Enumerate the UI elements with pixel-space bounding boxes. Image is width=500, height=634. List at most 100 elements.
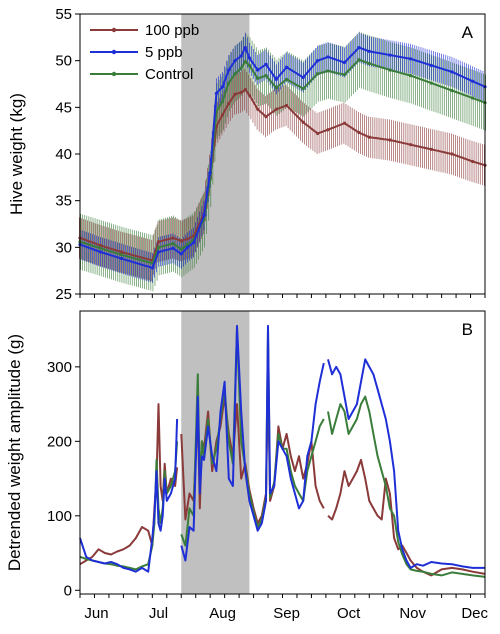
data-point [367, 135, 371, 139]
legend-marker [111, 49, 117, 55]
series-line-control [327, 395, 486, 578]
data-point [357, 130, 361, 135]
data-point [301, 75, 305, 80]
data-point [185, 237, 190, 241]
y-tick: 200 [47, 433, 80, 450]
data-point [409, 74, 413, 78]
x-tick-label: Jul [149, 605, 168, 622]
data-point [264, 74, 268, 78]
data-point [156, 250, 161, 254]
y-tick: 55 [55, 6, 80, 23]
y-tick: 30 [55, 239, 80, 256]
series-line-100-ppb [79, 88, 486, 262]
series-line-control [180, 328, 325, 547]
data-point [99, 250, 103, 254]
data-point [429, 147, 433, 151]
legend-item: 100 ppb [90, 22, 199, 39]
data-point [301, 87, 305, 91]
plot-frame-b [79, 310, 486, 595]
data-point [202, 214, 206, 218]
data-point [179, 247, 183, 251]
data-point [274, 107, 278, 111]
data-point [171, 236, 175, 240]
data-point [247, 93, 252, 97]
data-point [357, 58, 361, 62]
data-point [220, 113, 225, 117]
data-point [233, 92, 237, 96]
data-point [326, 128, 330, 132]
series-lines-a [78, 45, 487, 270]
data-point [156, 240, 161, 244]
y-tick-label: 35 [55, 193, 72, 210]
data-point [208, 171, 212, 175]
series-line-5-ppb [79, 418, 179, 573]
y-tick: 35 [55, 193, 80, 210]
x-tick-label: Jun [84, 605, 108, 622]
legend-item: 5 ppb [90, 44, 183, 61]
data-point [233, 59, 237, 63]
data-point [171, 242, 175, 246]
data-point [316, 72, 320, 76]
data-point [220, 100, 225, 104]
series-lines-b [79, 324, 486, 578]
data-point [243, 88, 247, 92]
x-axis-ticks-b: Jun Jul Aug Sep Oct Nov Dec [79, 594, 488, 622]
data-point [179, 252, 183, 256]
data-point [388, 68, 392, 72]
data-point [99, 243, 103, 248]
panel-a: 25 30 35 40 45 50 55 A Hive weight (kg) 100 pp… [7, 6, 487, 303]
data-point [239, 66, 243, 70]
legend-marker [111, 71, 117, 77]
y-tick-label: 100 [47, 508, 72, 525]
series-line-5-ppb [79, 45, 486, 270]
data-point [285, 65, 289, 69]
legend-label: Control [145, 66, 193, 83]
data-point [185, 242, 190, 247]
x-tick-label: Sep [273, 605, 300, 622]
data-point [316, 131, 320, 136]
y-tick: 300 [47, 359, 80, 376]
y-tick-label: 30 [55, 239, 72, 256]
legend-marker [111, 27, 117, 33]
legend-item: Control [90, 66, 193, 83]
data-point [264, 115, 268, 119]
data-point [150, 266, 154, 270]
legend-label: 5 ppb [145, 44, 183, 61]
data-point [429, 81, 433, 85]
data-point [326, 55, 330, 59]
data-point [220, 85, 225, 89]
series-line-100-ppb [79, 403, 179, 566]
y-tick: 0 [64, 582, 80, 599]
data-point [214, 91, 218, 95]
data-point [264, 62, 268, 66]
y-axis-ticks-b: 0 100 200 300 [47, 359, 80, 599]
y-tick-label: 45 [55, 99, 72, 116]
y-tick-label: 300 [47, 359, 72, 376]
data-point [409, 143, 413, 147]
y-tick: 50 [55, 53, 80, 70]
data-point [171, 246, 175, 250]
y-tick-label: 50 [55, 53, 72, 70]
data-point [429, 63, 433, 67]
data-point [227, 81, 231, 85]
data-point [367, 61, 371, 66]
y-axis-title-a: Hive weight (kg) [7, 93, 26, 215]
data-point [471, 79, 475, 83]
legend-label: 100 ppb [145, 22, 199, 39]
data-point [342, 121, 347, 125]
data-point [247, 56, 252, 60]
data-point [119, 253, 123, 257]
y-tick: 45 [55, 99, 80, 116]
y-tick: 25 [55, 286, 80, 303]
panel-label-b: B [462, 320, 473, 339]
data-point [316, 59, 320, 63]
data-point [342, 60, 347, 65]
data-point [450, 88, 454, 93]
x-tick-label: Nov [399, 605, 426, 622]
data-point [233, 72, 237, 76]
data-point [256, 107, 260, 111]
y-axis-ticks-a: 25 30 35 40 45 50 55 [55, 6, 80, 303]
data-point [247, 63, 252, 67]
panel-label-a: A [462, 23, 474, 42]
